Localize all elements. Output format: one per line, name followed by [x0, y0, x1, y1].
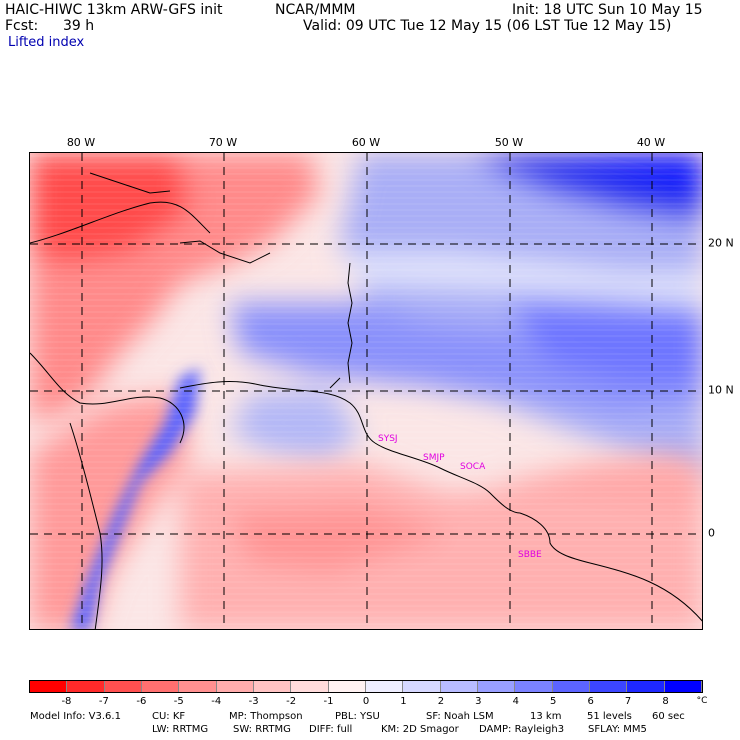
colorbar-swatch — [440, 681, 478, 692]
colorbar-tick-label: 4 — [512, 696, 519, 707]
station-label: SMJP — [423, 453, 445, 463]
colorbar-swatch — [104, 681, 142, 692]
footer-item: DIFF: full — [309, 724, 353, 735]
colorbar-tick-label: 2 — [437, 696, 445, 707]
colorbar-tick-label: -6 — [136, 696, 147, 707]
footer-item: KM: 2D Smagor — [381, 724, 459, 735]
colorbar-tick-label: -2 — [286, 696, 297, 707]
lat-label: 10 N — [708, 383, 734, 397]
colorbar-swatch — [216, 681, 254, 692]
lon-label: 60 W — [351, 136, 381, 149]
colorbar-swatch — [30, 681, 68, 692]
colorbar-tick-label: 3 — [475, 696, 482, 707]
colorbar — [29, 680, 703, 693]
footer-item: DAMP: Rayleigh3 — [479, 724, 565, 735]
footer-item: Model Info: V3.6.1 — [30, 711, 121, 722]
colorbar-swatch — [141, 681, 180, 692]
colorbar-swatch — [552, 681, 590, 692]
footer-item: 51 levels — [587, 711, 632, 722]
lifted-index-field: SYSJ SMJP SOCA SBBE — [30, 153, 702, 629]
fcst-label: Fcst: — [5, 18, 39, 34]
footer-item: 13 km — [530, 711, 562, 722]
colorbar-swatch — [253, 681, 292, 692]
colorbar-tick-label: -4 — [211, 696, 222, 707]
colorbar-swatch — [291, 681, 329, 692]
init-time: Init: 18 UTC Sun 10 May 15 — [512, 2, 703, 18]
colorbar-swatch — [627, 681, 665, 692]
lon-label: 70 W — [208, 136, 238, 149]
station-label: SYSJ — [378, 434, 398, 444]
colorbar-tick-label: 6 — [587, 696, 594, 707]
colorbar-tick-label: -3 — [248, 696, 259, 707]
colorbar-unit: °C — [696, 696, 708, 706]
colorbar-tick-label: -5 — [173, 696, 184, 707]
colorbar-tick-label: 8 — [662, 696, 669, 707]
colorbar-swatch — [664, 681, 702, 692]
colorbar-swatch — [403, 681, 441, 692]
colorbar-tick-label: 0 — [362, 696, 370, 707]
footer-item: SF: Noah LSM — [426, 711, 494, 722]
field-name: Lifted index — [8, 35, 85, 50]
colorbar-tick-label: 7 — [624, 696, 632, 707]
valid-time: Valid: 09 UTC Tue 12 May 15 (06 LST Tue … — [303, 18, 672, 34]
colorbar-tick-label: -7 — [98, 696, 109, 707]
station-label: SBBE — [518, 550, 542, 560]
lon-label: 80 W — [66, 136, 96, 149]
fcst-value: 39 h — [63, 18, 95, 34]
colorbar-swatch — [515, 681, 553, 692]
footer-item: SW: RRTMG — [233, 724, 291, 735]
colorbar-swatch — [328, 681, 366, 692]
colorbar-swatch — [179, 681, 217, 692]
model-title: HAIC-HIWC 13km ARW-GFS init — [5, 2, 223, 18]
footer-item: LW: RRTMG — [152, 724, 209, 735]
colorbar-swatch — [589, 681, 628, 692]
map-panel: SYSJ SMJP SOCA SBBE — [29, 152, 703, 630]
lon-label: 40 W — [636, 136, 666, 149]
colorbar-tick-label: -1 — [323, 696, 334, 707]
colorbar-tick-label: 1 — [400, 696, 407, 707]
colorbar-tick-label: 5 — [550, 696, 557, 707]
lat-label: 20 N — [708, 236, 734, 250]
colorbar-swatch — [365, 681, 404, 692]
footer-item: CU: KF — [152, 711, 186, 722]
footer-item: PBL: YSU — [335, 711, 380, 722]
lon-label: 50 W — [494, 136, 524, 149]
colorbar-swatch — [67, 681, 105, 692]
org-label: NCAR/MMM — [275, 2, 356, 18]
footer-item: MP: Thompson — [229, 711, 303, 722]
colorbar-swatch — [477, 681, 516, 692]
colorbar-tick-label: -8 — [61, 696, 72, 707]
footer-item: 60 sec — [652, 711, 685, 722]
station-label: SOCA — [460, 462, 486, 472]
lat-label: 0 — [708, 526, 715, 540]
footer-item: SFLAY: MM5 — [588, 724, 647, 735]
